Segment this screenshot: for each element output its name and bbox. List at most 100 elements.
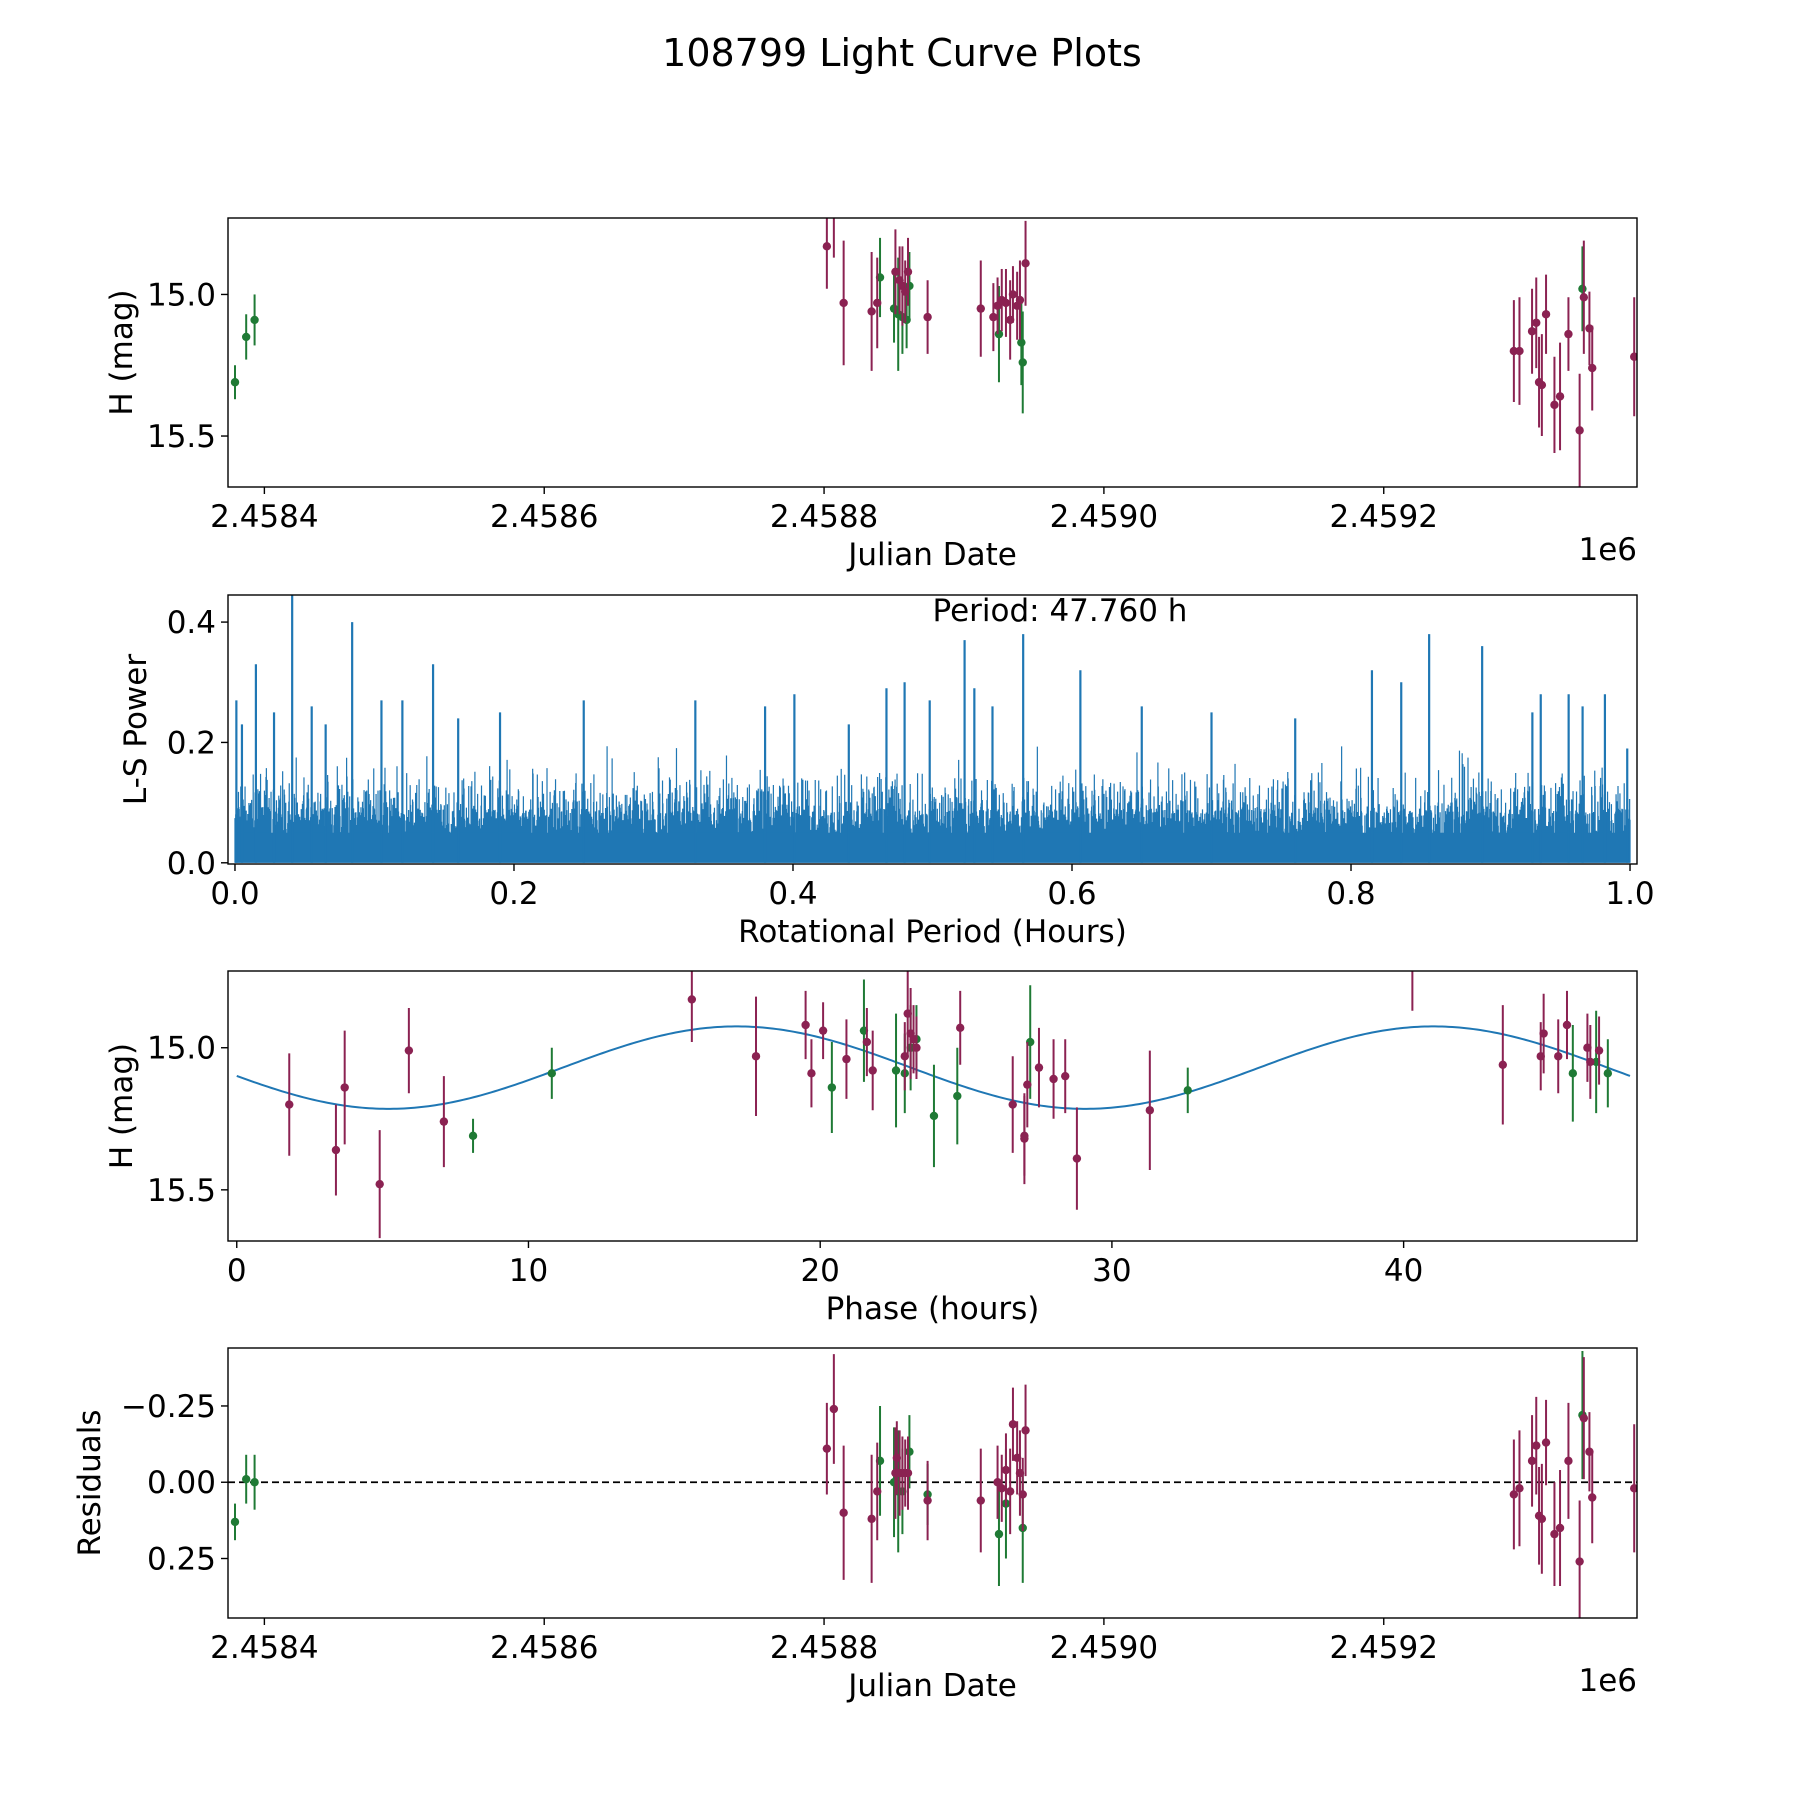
period-annotation: Period: 47.760 h xyxy=(933,593,1188,629)
maroon-point-25 xyxy=(1532,1441,1541,1450)
y-tick-label-0: 15.5 xyxy=(147,1173,216,1209)
maroon-point-24 xyxy=(1034,1063,1044,1072)
y-tick-label-1: 0.00 xyxy=(147,1465,216,1501)
maroon-point-28 xyxy=(1541,1438,1551,1447)
maroon-point-36 xyxy=(1630,1484,1637,1493)
maroon-point-26 xyxy=(1537,380,1547,390)
panel-phase: 0 10 20 30 40 15.5 15.0 Phase (hours) H (mag) xyxy=(104,955,1638,1327)
panel-residuals: 2.4584 2.4586 2.4588 2.4590 2.4592 0.25 0.00 −0… xyxy=(72,1347,1638,1704)
maroon-point-19 xyxy=(956,1023,965,1033)
x-axis-label: Phase (hours) xyxy=(826,1291,1040,1327)
maroon-point-2 xyxy=(839,1508,848,1517)
maroon-point-12 xyxy=(976,1496,985,1505)
x-tick-label-3: 0.6 xyxy=(1047,876,1096,912)
x-tick-label-0: 0 xyxy=(227,1253,247,1289)
maroon-point-13 xyxy=(868,1066,877,1075)
maroon-point-12 xyxy=(862,1037,872,1047)
maroon-point-2 xyxy=(839,298,848,308)
green-point-0 xyxy=(468,1131,478,1141)
x-tick-label-2: 2.4588 xyxy=(770,1630,878,1666)
maroon-point-34 xyxy=(1562,1020,1572,1030)
maroon-point-12 xyxy=(989,312,998,322)
maroon-point-13 xyxy=(993,1478,1002,1487)
plot-area xyxy=(236,955,1631,1239)
maroon-point-22 xyxy=(1509,1490,1519,1499)
green-point-4 xyxy=(891,1066,901,1075)
green-point-1 xyxy=(241,1474,251,1484)
maroon-point-22 xyxy=(1515,346,1524,356)
plot-area xyxy=(228,1351,1637,1618)
maroon-point-32 xyxy=(1575,1557,1584,1566)
x-tick-label-2: 20 xyxy=(800,1253,839,1289)
x-tick-label-5: 1.0 xyxy=(1605,876,1654,912)
maroon-point-35 xyxy=(1630,352,1637,361)
green-point-14 xyxy=(1603,1069,1613,1078)
maroon-point-0 xyxy=(822,1444,832,1453)
maroon-point-14 xyxy=(997,1484,1006,1493)
green-point-1 xyxy=(241,332,251,342)
maroon-point-1 xyxy=(830,202,838,210)
maroon-point-15 xyxy=(1001,1465,1011,1475)
green-point-0 xyxy=(230,1517,240,1527)
maroon-point-4 xyxy=(873,298,882,308)
maroon-point-3 xyxy=(375,1179,384,1189)
x-offset-label: 1e6 xyxy=(1578,532,1637,568)
x-tick-label-1: 10 xyxy=(509,1253,548,1289)
y-tick-label-1: 15.0 xyxy=(147,277,216,313)
panel-lc: 2.4584 2.4586 2.4588 2.4590 2.4592 15.5 15.0 Ju… xyxy=(104,202,1638,573)
x-offset-label: 1e6 xyxy=(1578,1663,1637,1699)
plot-area xyxy=(230,202,1637,487)
maroon-point-0 xyxy=(822,242,832,251)
x-tick-label-4: 2.4592 xyxy=(1330,499,1438,535)
green-point-9 xyxy=(953,1091,962,1101)
y-tick-label-0: 0.0 xyxy=(167,846,216,882)
green-point-11 xyxy=(1183,1086,1192,1095)
axes-frame xyxy=(227,970,1638,1242)
y-axis-label: L-S Power xyxy=(118,654,154,805)
x-tick-label-2: 0.4 xyxy=(768,876,817,912)
maroon-point-36 xyxy=(1586,1057,1595,1067)
maroon-point-17 xyxy=(1008,290,1018,299)
maroon-point-2 xyxy=(340,1083,349,1092)
green-point-2 xyxy=(250,1478,259,1487)
maroon-point-4 xyxy=(873,1487,882,1496)
maroon-point-7 xyxy=(751,1052,761,1061)
x-tick-label-3: 2.4590 xyxy=(1050,1630,1158,1666)
x-tick-label-3: 2.4590 xyxy=(1050,499,1158,535)
axes-frame xyxy=(227,1347,1638,1619)
maroon-point-1 xyxy=(331,1145,341,1155)
green-point-10 xyxy=(1017,338,1026,347)
maroon-point-4 xyxy=(404,1046,414,1055)
maroon-point-9 xyxy=(807,1069,816,1078)
maroon-point-11 xyxy=(976,304,985,313)
y-tick-label-0: 0.25 xyxy=(147,1542,216,1578)
maroon-point-32 xyxy=(1539,1029,1548,1038)
maroon-point-19 xyxy=(1015,295,1025,305)
axes-frame xyxy=(227,594,1638,865)
maroon-point-18 xyxy=(912,1043,921,1052)
maroon-point-28 xyxy=(1145,1106,1155,1115)
x-tick-label-1: 2.4586 xyxy=(490,1630,598,1666)
maroon-point-16 xyxy=(1005,1487,1015,1496)
periodogram-dense-band xyxy=(234,832,1631,863)
maroon-point-26 xyxy=(1061,1071,1070,1081)
green-point-7 xyxy=(905,1447,914,1456)
maroon-point-29 xyxy=(1408,955,1416,963)
x-tick-label-1: 2.4586 xyxy=(490,499,598,535)
maroon-point-10 xyxy=(818,1026,828,1035)
y-tick-label-2: −0.25 xyxy=(121,1389,216,1425)
maroon-point-27 xyxy=(1072,1154,1082,1163)
maroon-point-1 xyxy=(829,1404,839,1414)
maroon-point-15 xyxy=(1001,298,1011,308)
maroon-point-9 xyxy=(903,267,913,276)
maroon-point-32 xyxy=(1579,293,1589,302)
maroon-point-22 xyxy=(1020,1134,1029,1143)
green-point-1 xyxy=(547,1069,557,1078)
x-tick-label-0: 0.0 xyxy=(210,876,259,912)
series-green xyxy=(468,979,1613,1168)
maroon-point-29 xyxy=(1550,1529,1559,1539)
series-maroon xyxy=(822,1354,1637,1618)
y-tick-label-0: 15.5 xyxy=(147,419,216,455)
x-axis-label: Rotational Period (Hours) xyxy=(738,914,1127,950)
y-axis-label: Residuals xyxy=(72,1409,108,1556)
